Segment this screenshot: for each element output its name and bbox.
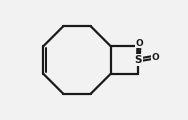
Text: S: S xyxy=(135,55,142,65)
Text: O: O xyxy=(135,39,143,48)
Text: O: O xyxy=(151,53,159,62)
